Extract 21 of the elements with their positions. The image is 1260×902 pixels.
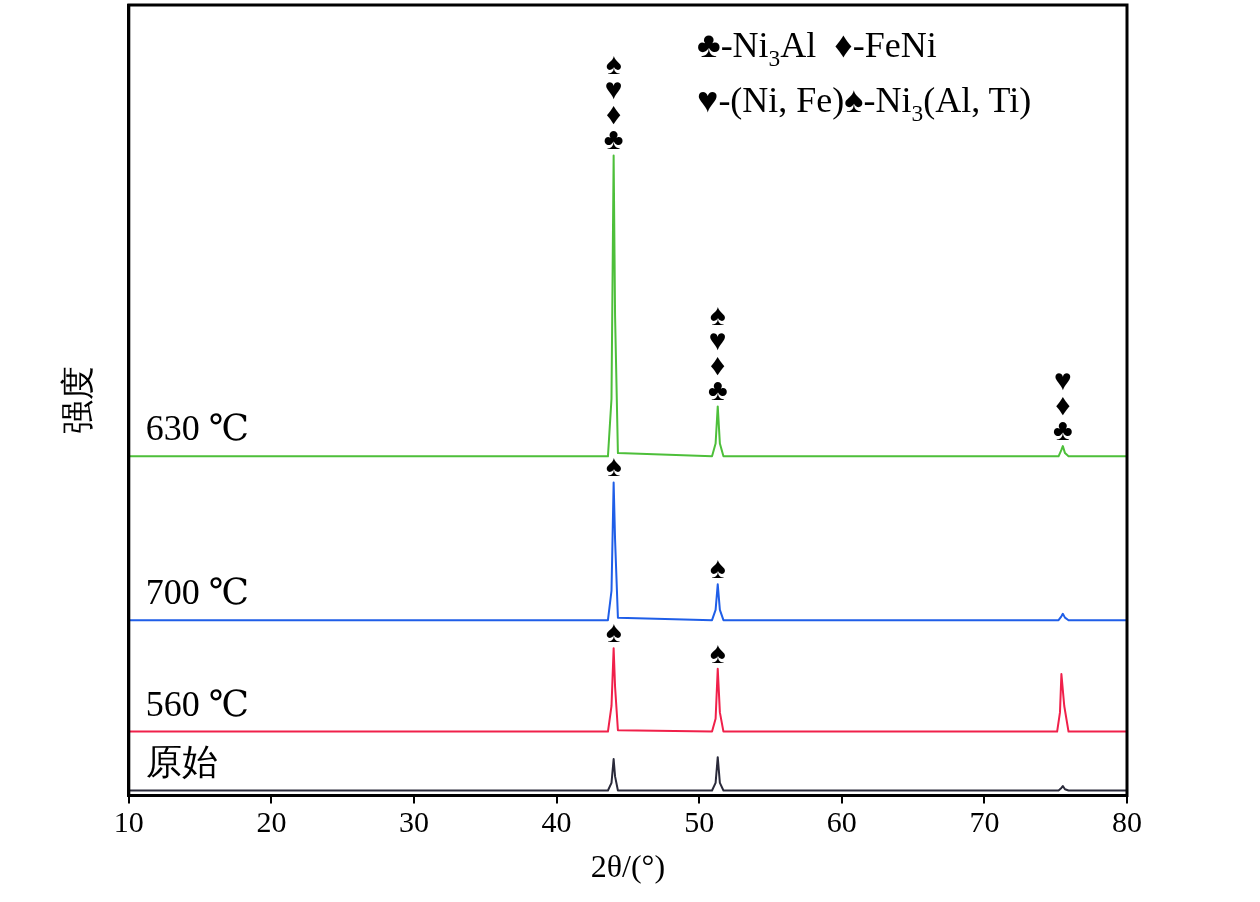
annotation: ♠ [709,635,726,669]
annotation: ♠ [605,615,622,649]
x-tick-label: 80 [1112,805,1142,839]
series-label: 630 ℃ [145,408,250,449]
x-tick-label: 40 [541,805,572,839]
annotation: ♠ [605,449,622,483]
series-label: 560 ℃ [145,683,250,724]
annotation: ♠ [605,47,622,81]
annotation: ♥ [1053,362,1072,396]
annotation: ♠ [709,298,726,332]
series-label: 700 ℃ [145,572,250,613]
annotation: ♠ [709,551,726,585]
x-tick-label: 30 [399,805,429,839]
x-tick-label: 10 [113,805,144,839]
x-tick-label: 70 [969,805,1000,839]
x-tick-label: 60 [826,805,857,839]
series-label: 原始 [145,742,218,783]
x-axis-title: 2θ/(°) [590,848,666,885]
y-axis-title: 强度 [57,366,98,435]
x-tick-label: 50 [684,805,715,839]
x-tick-label: 20 [256,805,287,839]
